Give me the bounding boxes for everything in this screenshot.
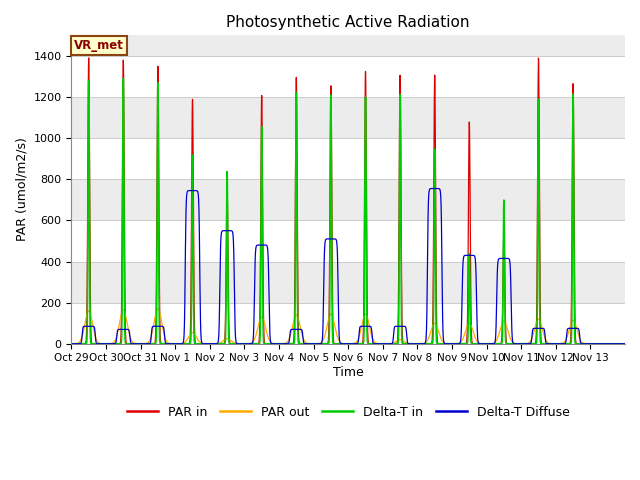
PAR out bbox=[419, 341, 427, 347]
PAR in bbox=[419, 341, 427, 347]
Delta-T in bbox=[593, 341, 601, 347]
PAR out bbox=[68, 341, 76, 347]
Delta-T in bbox=[181, 341, 189, 347]
Bar bbox=[72, 262, 625, 302]
Delta-T Diffuse bbox=[468, 252, 476, 258]
Delta-T in bbox=[419, 341, 427, 347]
Line: PAR out: PAR out bbox=[72, 309, 625, 344]
PAR out bbox=[504, 326, 511, 332]
Delta-T in bbox=[468, 341, 476, 347]
Y-axis label: PAR (umol/m2/s): PAR (umol/m2/s) bbox=[15, 138, 28, 241]
PAR out bbox=[615, 341, 623, 347]
Delta-T in bbox=[615, 341, 623, 347]
Bar bbox=[72, 97, 625, 138]
PAR in bbox=[468, 339, 476, 345]
PAR in bbox=[621, 341, 629, 347]
Line: PAR in: PAR in bbox=[72, 58, 625, 344]
Delta-T in bbox=[68, 341, 76, 347]
Delta-T Diffuse bbox=[615, 341, 623, 347]
Bar bbox=[72, 179, 625, 220]
Bar bbox=[72, 36, 625, 56]
Line: Delta-T Diffuse: Delta-T Diffuse bbox=[72, 189, 625, 344]
Delta-T in bbox=[537, 340, 545, 346]
PAR out bbox=[537, 320, 545, 325]
Delta-T Diffuse bbox=[589, 341, 596, 347]
Delta-T Diffuse bbox=[419, 341, 427, 347]
PAR in bbox=[85, 55, 93, 61]
Delta-T Diffuse bbox=[621, 341, 629, 347]
Delta-T in bbox=[504, 341, 511, 347]
Delta-T in bbox=[621, 341, 629, 347]
Delta-T Diffuse bbox=[181, 304, 189, 310]
Delta-T Diffuse bbox=[504, 255, 511, 261]
Delta-T Diffuse bbox=[431, 186, 438, 192]
X-axis label: Time: Time bbox=[333, 366, 364, 379]
Delta-T in bbox=[120, 76, 127, 82]
Delta-T Diffuse bbox=[537, 325, 545, 331]
PAR in bbox=[504, 341, 511, 347]
PAR out bbox=[154, 306, 162, 312]
PAR out bbox=[468, 325, 476, 331]
Legend: PAR in, PAR out, Delta-T in, Delta-T Diffuse: PAR in, PAR out, Delta-T in, Delta-T Dif… bbox=[122, 401, 575, 424]
PAR out bbox=[621, 341, 629, 347]
Line: Delta-T in: Delta-T in bbox=[72, 79, 625, 344]
PAR in bbox=[181, 341, 189, 347]
Text: VR_met: VR_met bbox=[74, 39, 124, 52]
PAR in bbox=[68, 341, 76, 347]
PAR in bbox=[615, 341, 623, 347]
PAR in bbox=[603, 341, 611, 347]
PAR in bbox=[537, 324, 545, 329]
Title: Photosynthetic Active Radiation: Photosynthetic Active Radiation bbox=[227, 15, 470, 30]
Delta-T Diffuse bbox=[68, 341, 76, 347]
PAR out bbox=[181, 339, 189, 345]
